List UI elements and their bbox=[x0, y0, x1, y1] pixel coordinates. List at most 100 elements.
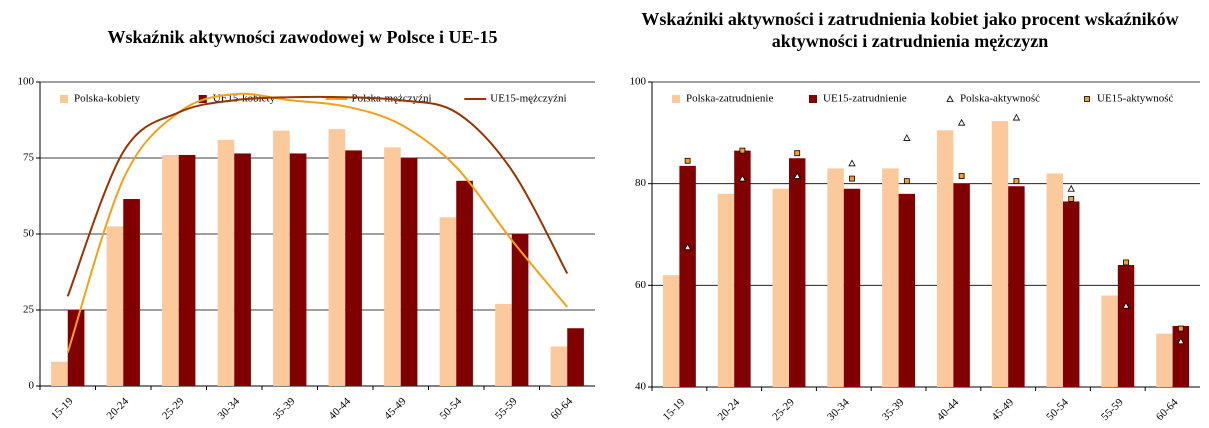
bar bbox=[511, 234, 529, 386]
marker bbox=[1122, 301, 1130, 309]
x-tick-label: 35-39 bbox=[271, 395, 298, 422]
bar bbox=[51, 361, 68, 386]
legend-swatch bbox=[809, 95, 817, 103]
marker bbox=[1067, 184, 1075, 192]
marker bbox=[1177, 325, 1184, 332]
marker bbox=[739, 147, 746, 154]
y-tick-label: 25 bbox=[23, 304, 35, 316]
marker bbox=[903, 178, 910, 185]
bar bbox=[953, 183, 970, 387]
x-tick-label: 50-54 bbox=[1044, 396, 1071, 423]
line bbox=[66, 95, 569, 297]
bar bbox=[289, 153, 307, 386]
legend-swatch bbox=[946, 95, 954, 102]
x-tick-label: 30-34 bbox=[216, 395, 243, 422]
marker bbox=[849, 175, 855, 182]
y-tick-label: 100 bbox=[18, 76, 35, 88]
bar bbox=[734, 150, 751, 387]
bar bbox=[234, 153, 251, 386]
marker bbox=[957, 118, 966, 126]
bar bbox=[843, 188, 861, 387]
line bbox=[66, 92, 569, 353]
bar bbox=[679, 165, 696, 387]
legend-label: UE15-mężczyźni bbox=[490, 93, 566, 105]
x-tick-label: 25-29 bbox=[770, 396, 797, 423]
y-tick-label: 50 bbox=[23, 228, 35, 240]
bar bbox=[772, 188, 789, 387]
bar bbox=[827, 168, 844, 387]
marker bbox=[1013, 178, 1020, 185]
x-tick-label: 50-54 bbox=[438, 395, 465, 422]
marker bbox=[1012, 113, 1021, 121]
bar bbox=[662, 275, 680, 387]
x-tick-label: 60-64 bbox=[549, 395, 576, 422]
bar bbox=[345, 150, 362, 386]
bar bbox=[1156, 333, 1173, 387]
legend-label: UE15-aktywność bbox=[1097, 93, 1173, 105]
bar bbox=[384, 147, 401, 386]
bar bbox=[273, 130, 290, 386]
x-tick-label: 30-34 bbox=[825, 396, 852, 423]
y-tick-label: 60 bbox=[635, 279, 647, 291]
bar bbox=[400, 158, 418, 386]
marker bbox=[1123, 259, 1129, 266]
bar bbox=[217, 139, 235, 386]
x-tick-label: 40-44 bbox=[327, 395, 354, 422]
bar bbox=[328, 129, 346, 386]
bar bbox=[1117, 265, 1135, 387]
y-tick-label: 75 bbox=[23, 152, 35, 164]
chart-title: Wskaźniki aktywności i zatrudnienia kobi… bbox=[641, 9, 1179, 51]
bar bbox=[789, 158, 806, 387]
legend-label: Polska-kobiety bbox=[74, 93, 140, 105]
x-tick-label: 55-59 bbox=[1099, 396, 1126, 423]
x-tick-label: 60-64 bbox=[1154, 396, 1181, 423]
marker bbox=[1068, 196, 1075, 202]
x-tick-label: 15-19 bbox=[49, 395, 76, 422]
bar bbox=[439, 217, 457, 386]
bar bbox=[550, 346, 568, 386]
legend-swatch bbox=[1084, 96, 1090, 102]
y-tick-label: 100 bbox=[630, 76, 647, 88]
y-tick-label: 0 bbox=[29, 380, 35, 392]
legend-label: Polska-aktywność bbox=[960, 93, 1040, 105]
bar bbox=[162, 154, 179, 386]
bar bbox=[717, 193, 735, 387]
legend-label: Polska-zatrudnienie bbox=[686, 93, 773, 105]
legend-swatch bbox=[60, 95, 68, 103]
bar bbox=[1008, 186, 1025, 387]
y-tick-label: 80 bbox=[635, 177, 647, 189]
marker bbox=[684, 157, 691, 164]
marker bbox=[1177, 337, 1185, 345]
x-tick-label: 45-49 bbox=[382, 395, 409, 422]
marker bbox=[848, 159, 856, 167]
bar bbox=[456, 180, 473, 386]
legend-label: UE15-zatrudnienie bbox=[823, 93, 907, 105]
x-tick-label: 40-44 bbox=[935, 396, 962, 423]
bar bbox=[495, 303, 512, 386]
marker bbox=[958, 173, 965, 179]
marker bbox=[683, 243, 692, 251]
bar bbox=[1046, 173, 1063, 387]
bar bbox=[178, 154, 196, 386]
bar bbox=[106, 226, 124, 386]
marker bbox=[793, 172, 801, 179]
y-tick-label: 40 bbox=[635, 381, 647, 393]
legend-swatch bbox=[672, 95, 680, 103]
bar bbox=[123, 199, 140, 386]
bar bbox=[67, 310, 85, 386]
bar bbox=[1063, 201, 1080, 387]
chart-title: Wskaźnik aktywności zawodowej w Polsce i… bbox=[107, 27, 498, 47]
bar bbox=[991, 121, 1009, 388]
bar bbox=[567, 328, 584, 386]
bar bbox=[882, 168, 899, 387]
x-tick-label: 55-59 bbox=[493, 395, 520, 422]
marker bbox=[738, 174, 747, 182]
bar bbox=[1172, 326, 1190, 387]
x-tick-label: 20-24 bbox=[715, 396, 742, 423]
marker bbox=[794, 150, 801, 157]
x-tick-label: 45-49 bbox=[989, 396, 1016, 423]
x-tick-label: 20-24 bbox=[105, 395, 132, 422]
bar bbox=[898, 193, 916, 387]
